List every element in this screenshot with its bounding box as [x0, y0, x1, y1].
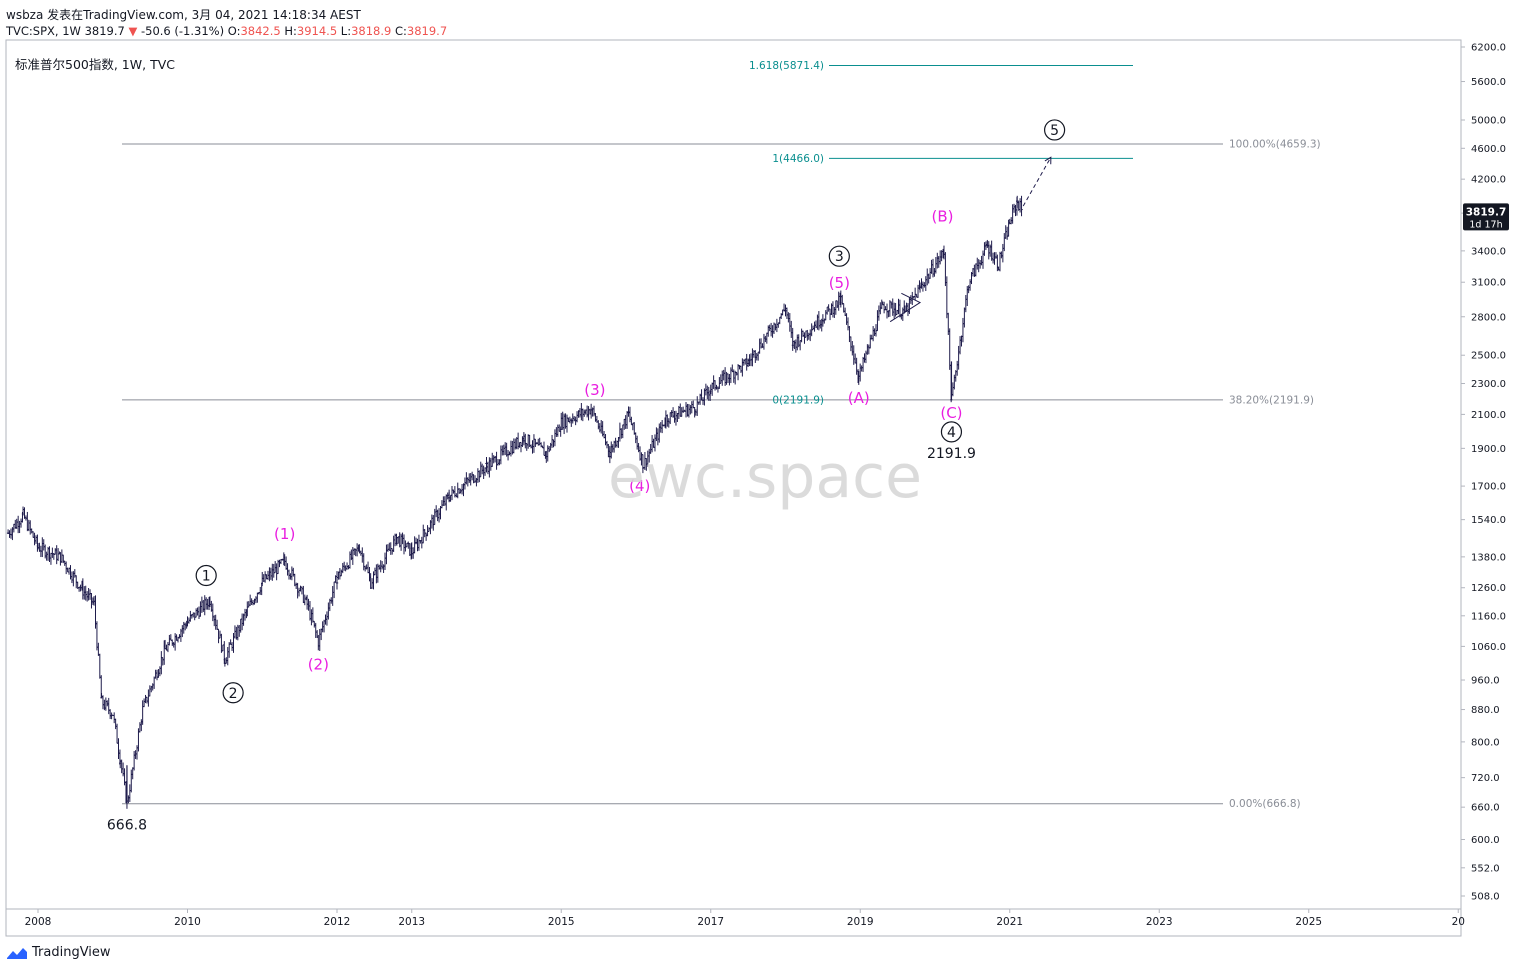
- intermediate-wave-label: (5): [829, 274, 850, 292]
- y-tick-label: 960.0: [1471, 676, 1500, 687]
- y-tick-label: 1260.0: [1471, 583, 1506, 594]
- wave-circle: [940, 421, 963, 443]
- wave-circle: [828, 245, 850, 267]
- y-tick-label: 3400.0: [1471, 246, 1506, 257]
- x-tick-label: 2013: [398, 916, 425, 928]
- x-tick-label: 2021: [996, 916, 1023, 928]
- price-label: 666.8: [107, 818, 147, 834]
- x-tick-label: 2012: [324, 916, 351, 928]
- x-tick-label: 2017: [697, 916, 724, 928]
- down-arrow-icon: ▼: [128, 24, 138, 38]
- price-change: -50.6 (-1.31%): [140, 24, 225, 38]
- y-tick-label: 4600.0: [1471, 144, 1506, 155]
- fib-levels: 100.00%(4659.3) 38.20%(2191.9) 0.00%(666.8…: [122, 60, 1321, 810]
- high-value: 3914.5: [296, 24, 338, 38]
- tradingview-logo-icon: [7, 947, 27, 959]
- tradingview-footer[interactable]: TradingView: [6, 945, 111, 960]
- watermark: ewc.space: [608, 442, 922, 512]
- ohlc-bars: [6, 195, 1023, 809]
- y-tick-label: 720.0: [1471, 773, 1500, 784]
- intermediate-wave-label: (A): [848, 389, 870, 407]
- ohlc-legend: TVC:SPX, 1W 3819.7 ▼ -50.6 (-1.31%) O:38…: [6, 24, 447, 38]
- fib-retracement-label: 0.00%(666.8): [1229, 798, 1301, 810]
- y-tick-label: 508.0: [1471, 892, 1500, 903]
- x-tick-label: 2023: [1146, 916, 1173, 928]
- y-tick-label: 800.0: [1471, 737, 1500, 748]
- x-axis-ticks: 2008 2010 2012 2013 2015 2017 2019 2021 2023 2025…: [25, 909, 1465, 928]
- y-tick-label: 2800.0: [1471, 312, 1506, 323]
- triangle-pattern: [889, 292, 922, 323]
- triangle-line: [889, 292, 922, 323]
- y-tick-label: 552.0: [1471, 863, 1500, 874]
- y-tick-label: 5600.0: [1471, 77, 1506, 88]
- close-label: C:: [395, 24, 407, 38]
- fib-retracement-label: 100.00%(4659.3): [1229, 138, 1321, 150]
- wave-labels: 666.8 2191.9 1 2 3 4 5 (1) (2) (3) (4) (5) (A) (B) (C): [107, 119, 1066, 834]
- y-tick-label: 1380.0: [1471, 552, 1506, 563]
- wave-circle: [222, 682, 244, 704]
- price-tag-value: 3819.7: [1466, 206, 1507, 218]
- x-tick-label: 20: [1452, 916, 1465, 928]
- wave-circle: [195, 564, 217, 587]
- fib-extension-label: 1(4466.0): [772, 153, 824, 165]
- primary-wave-label: 3: [835, 249, 844, 265]
- primary-wave-label: 5: [1050, 123, 1059, 139]
- tradingview-brand: TradingView: [32, 945, 111, 960]
- y-tick-label: 2500.0: [1471, 351, 1506, 362]
- price-tag-countdown: 1d 17h: [1469, 219, 1502, 230]
- projection-arrowhead: [1044, 156, 1052, 165]
- x-tick-label: 2015: [548, 916, 575, 928]
- intermediate-wave-label: (B): [931, 208, 953, 226]
- publish-info: wsbza 发表在TradingView.com, 3月 04, 2021 14…: [6, 8, 361, 22]
- projection-arrow: [1022, 156, 1052, 207]
- fib-extension-label: 0(2191.9): [772, 394, 824, 406]
- plot-frame: [5, 39, 1462, 937]
- y-tick-label: 4200.0: [1471, 175, 1506, 186]
- y-tick-label: 1540.0: [1471, 515, 1506, 526]
- x-tick-label: 2025: [1295, 916, 1322, 928]
- last-price-tag: 3819.71d 17h: [1463, 203, 1509, 231]
- intermediate-wave-label: (1): [274, 525, 295, 543]
- intermediate-wave-label: (3): [584, 381, 605, 399]
- y-tick-label: 2300.0: [1471, 379, 1506, 390]
- fib-extension-label: 1.618(5871.4): [749, 60, 824, 72]
- wave-circle: [1043, 119, 1066, 141]
- x-tick-label: 2008: [25, 916, 52, 928]
- intermediate-wave-label: (C): [940, 404, 962, 422]
- y-tick-label: 2100.0: [1471, 410, 1506, 421]
- y-tick-label: 660.0: [1471, 803, 1500, 814]
- high-label: H:: [284, 24, 297, 38]
- y-axis-ticks: 6200.05600.05000.04600.04200.03800.03400…: [1461, 43, 1506, 903]
- symbol-title: 标准普尔500指数, 1W, TVC: [15, 57, 175, 72]
- open-value: 3842.5: [240, 24, 281, 38]
- projection-dashed-line: [1022, 157, 1052, 207]
- y-tick-label: 880.0: [1471, 705, 1500, 716]
- symbol-interval-price: TVC:SPX, 1W 3819.7: [6, 24, 125, 38]
- y-tick-label: 600.0: [1471, 835, 1500, 846]
- y-tick-label: 6200.0: [1471, 43, 1506, 54]
- y-tick-label: 1700.0: [1471, 482, 1506, 493]
- low-label: L:: [340, 24, 352, 38]
- intermediate-wave-label: (2): [308, 656, 329, 674]
- price-tag-bg: [1463, 203, 1509, 231]
- primary-wave-label: 1: [202, 569, 211, 585]
- fib-retracement-label: 38.20%(2191.9): [1229, 394, 1314, 406]
- intermediate-wave-label: (4): [629, 477, 650, 495]
- low-value: 3818.9: [351, 24, 392, 38]
- primary-wave-label: 4: [947, 425, 956, 441]
- x-tick-label: 2010: [174, 916, 201, 928]
- y-tick-label: 1900.0: [1471, 444, 1506, 455]
- x-tick-label: 2019: [847, 916, 874, 928]
- y-tick-label: 1160.0: [1471, 611, 1506, 622]
- open-label: O:: [227, 24, 241, 38]
- y-tick-label: 1060.0: [1471, 642, 1506, 653]
- close-value: 3819.7: [406, 24, 448, 38]
- primary-wave-label: 2: [229, 686, 238, 702]
- y-tick-label: 3100.0: [1471, 278, 1506, 289]
- price-label: 2191.9: [927, 446, 976, 462]
- y-tick-label: 5000.0: [1471, 115, 1506, 126]
